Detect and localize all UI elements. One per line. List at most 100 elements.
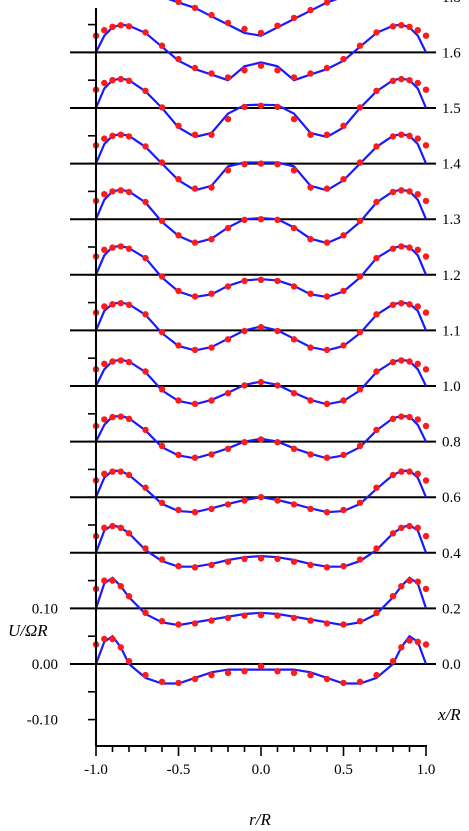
data-point-1.2-8 [191,293,199,300]
data-point-1.3-19 [373,198,380,206]
data-point-0.2-21 [398,583,405,590]
data-point-1.1-18 [356,328,364,336]
data-point-1.6-4 [125,23,133,30]
data-point-0.8-12 [257,436,265,443]
data-point-1.0-18 [356,386,364,393]
data-point-0.6-14 [290,501,298,508]
data-point-0.8-17 [340,451,347,459]
data-point-0.2-8 [191,620,199,627]
data-point-0.8-18 [356,442,364,450]
data-point-0.8-22 [406,413,413,421]
data-point-1.5-22 [406,77,413,84]
data-point-0.8-1 [101,416,108,423]
data-point-1.4-20 [389,133,397,140]
data-point-0.2-18 [356,618,364,625]
data-point-1.0-14 [290,390,298,397]
data-point-1.8-14 [290,14,298,22]
y-tick-label-0: -0.10 [27,713,58,729]
data-point-0.8-9 [208,451,215,458]
data-point-1.4-11 [241,161,248,168]
data-point-0.2-22 [406,577,413,584]
data-point-0.4-24 [422,532,430,540]
data-point-1.5-2 [109,77,116,84]
data-point-0.0-8 [191,675,199,683]
data-point-1.2-18 [356,273,364,280]
data-point-1.8-12 [257,29,265,37]
data-point-0.6-11 [241,497,248,504]
data-point-1.4-18 [356,159,364,166]
data-point-1.3-17 [340,232,347,239]
data-point-1.2-22 [406,244,413,251]
data-point-1.1-6 [158,328,166,336]
data-point-1.4-2 [109,132,116,139]
data-point-1.0-21 [398,357,405,364]
x-tick-label-1: -0.5 [167,762,191,778]
data-point-0.2-4 [125,593,133,600]
data-point-1.3-13 [274,216,281,223]
y-tick-label-1: 0.00 [32,657,58,673]
data-point-0.8-11 [241,439,248,446]
data-point-1.3-11 [241,216,248,223]
data-point-0.6-1 [101,470,108,477]
data-point-1.3-12 [257,216,265,223]
data-point-1.4-17 [340,176,347,183]
data-point-0.8-4 [125,415,133,422]
data-point-0.2-10 [224,614,232,622]
data-point-1.2-1 [101,246,108,253]
data-point-0.4-7 [175,562,182,570]
data-point-1.5-10 [224,115,232,123]
data-point-1.6-16 [323,64,331,72]
data-point-0.2-11 [241,612,248,619]
data-point-1.5-24 [422,86,430,93]
data-point-0.4-16 [323,564,331,571]
data-point-1.0-5 [142,368,149,375]
data-point-1.4-3 [117,131,125,138]
data-point-1.4-21 [398,131,405,138]
offset-label-1.0: 1.0 [442,379,461,395]
data-point-1.1-7 [175,342,182,349]
data-point-1.6-12 [257,62,265,69]
data-point-0.0-14 [290,669,298,677]
data-point-1.2-17 [340,287,347,295]
data-point-1.4-5 [142,143,149,150]
data-point-1.0-6 [158,386,166,393]
data-point-1.2-19 [373,254,380,262]
data-point-1.2-14 [290,283,298,290]
data-point-1.6-21 [398,22,405,29]
data-point-1.5-13 [274,103,281,111]
data-point-0.2-1 [101,577,108,584]
data-point-1.5-6 [158,104,166,111]
data-point-1.0-4 [125,358,133,366]
data-point-1.4-23 [414,135,421,142]
data-point-1.6-11 [241,67,248,74]
offset-label-0.8: 0.8 [442,435,461,451]
data-point-0.0-1 [101,635,108,643]
data-point-0.8-13 [274,439,281,446]
data-point-1.6-6 [158,42,166,49]
data-point-1.1-14 [290,336,298,343]
offset-label-1.2: 1.2 [442,268,461,284]
data-point-0.0-2 [109,635,116,643]
data-point-1.1-1 [101,303,108,310]
data-point-1.2-13 [274,277,281,285]
offset-label-1.8: 1.8 [442,0,461,6]
x-tick-label-2: 0.0 [252,762,271,778]
data-point-1.1-23 [414,303,421,310]
data-point-0.4-23 [414,524,421,531]
data-point-0.6-21 [398,468,405,475]
data-point-0.4-2 [109,522,116,530]
data-point-1.5-21 [398,75,405,83]
data-point-1.3-8 [191,239,199,246]
data-point-0.2-19 [373,609,380,616]
data-point-0.0-16 [323,675,331,683]
data-point-1.2-11 [241,277,248,285]
data-point-1.3-9 [208,236,215,243]
data-point-0.0-20 [389,658,397,665]
data-point-0.2-7 [175,621,182,628]
data-point-0.2-20 [389,593,397,600]
data-point-0.6-7 [175,506,182,514]
data-point-1.0-13 [274,382,281,389]
profile-curves [94,0,428,685]
data-point-1.8-9 [208,11,215,19]
data-point-0.4-5 [142,545,149,552]
